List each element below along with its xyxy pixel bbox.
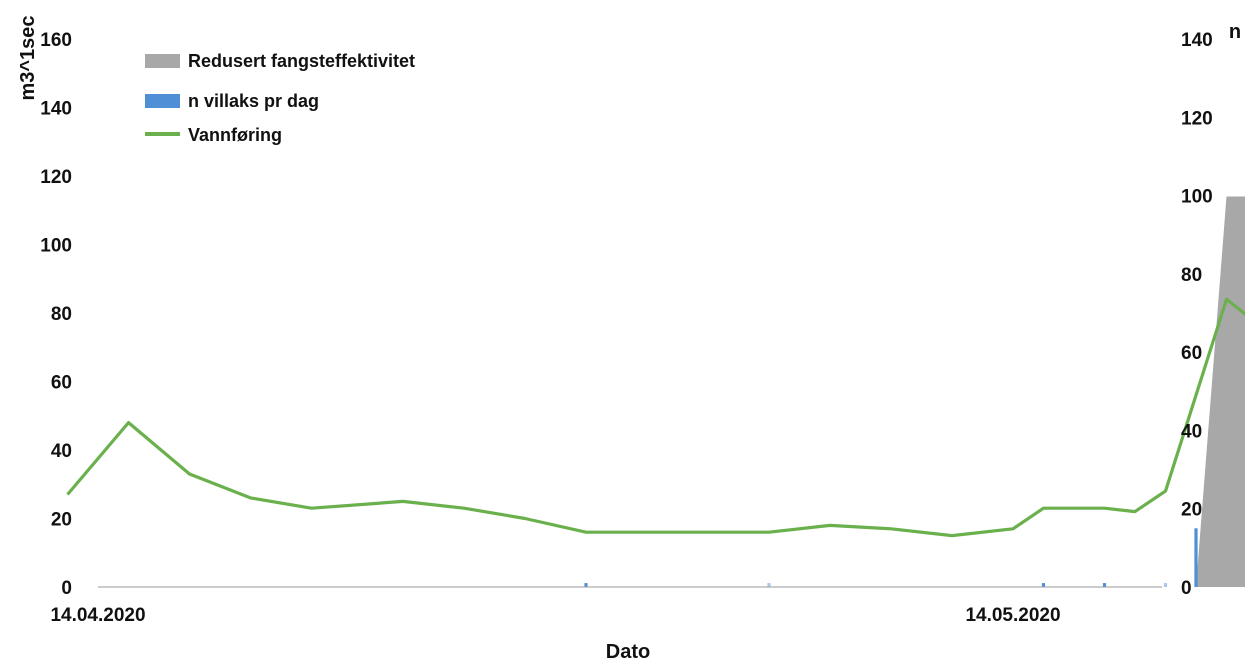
villaks-bar [1102,583,1107,587]
legend: Redusert fangsteffektivitet n villaks pr… [145,51,415,145]
right-y-tick-label-5: 100 [1181,187,1213,208]
legend-swatch-villaks [145,94,180,108]
left-y-tick-label-2: 40 [51,441,72,462]
left-y-tick-label-8: 160 [40,30,72,51]
left-y-tick-label-5: 100 [40,236,72,257]
left-y-tick-label-4: 80 [51,304,72,325]
right-y-tick-label-6: 120 [1181,108,1213,129]
x-axis-title: Dato [606,641,650,663]
left-y-tick-label-7: 140 [40,99,72,120]
legend-label-vannforing: Vannføring [188,125,282,145]
villaks-bar [1041,583,1046,587]
right-y-tick-label-2: 40 [1181,421,1202,442]
vannforing-line [66,297,1245,538]
right-y-tick-label-1: 20 [1181,500,1202,521]
x-tick-label-1: 14.05.2020 [965,605,1060,626]
legend-label-villaks: n villaks pr dag [188,91,319,111]
right-y-tick-label-3: 60 [1181,343,1202,364]
villaks-bar [1194,528,1198,587]
right-y-axis-title: n [1229,21,1241,43]
left-y-tick-label-3: 60 [51,373,72,394]
right-y-tick-label-0: 0 [1181,578,1192,599]
left-y-tick-label-0: 0 [61,578,72,599]
vannforing-line-layer [66,297,1245,538]
left-y-tick-label-6: 120 [40,167,72,188]
x-axis-ticks: 14.04.202014.05.202014.06.202014.07.2020… [50,605,1060,626]
left-y-tick-label-1: 20 [51,510,72,531]
right-y-tick-label-7: 140 [1181,30,1213,51]
fangsteffektivitet-area-layer [1196,196,1245,587]
left-y-axis-title: m3^1sec [17,15,39,100]
left-y-axis-ticks: 0 20 40 60 80 100 120 140 160 [40,30,72,599]
right-y-tick-label-4: 80 [1181,265,1202,286]
legend-label-fangsteffektivitet: Redusert fangsteffektivitet [188,51,415,71]
legend-swatch-fangsteffektivitet [145,54,180,68]
villaks-bar [767,583,771,587]
villaks-bar [584,583,588,587]
villaks-bar-layer [584,528,1198,587]
x-tick-label-0: 14.04.2020 [50,605,145,626]
right-y-axis-ticks: 0 20 40 60 80 100 120 140 [1181,30,1213,599]
fangsteffektivitet-area-0 [1196,196,1245,587]
villaks-bar [1163,583,1168,587]
